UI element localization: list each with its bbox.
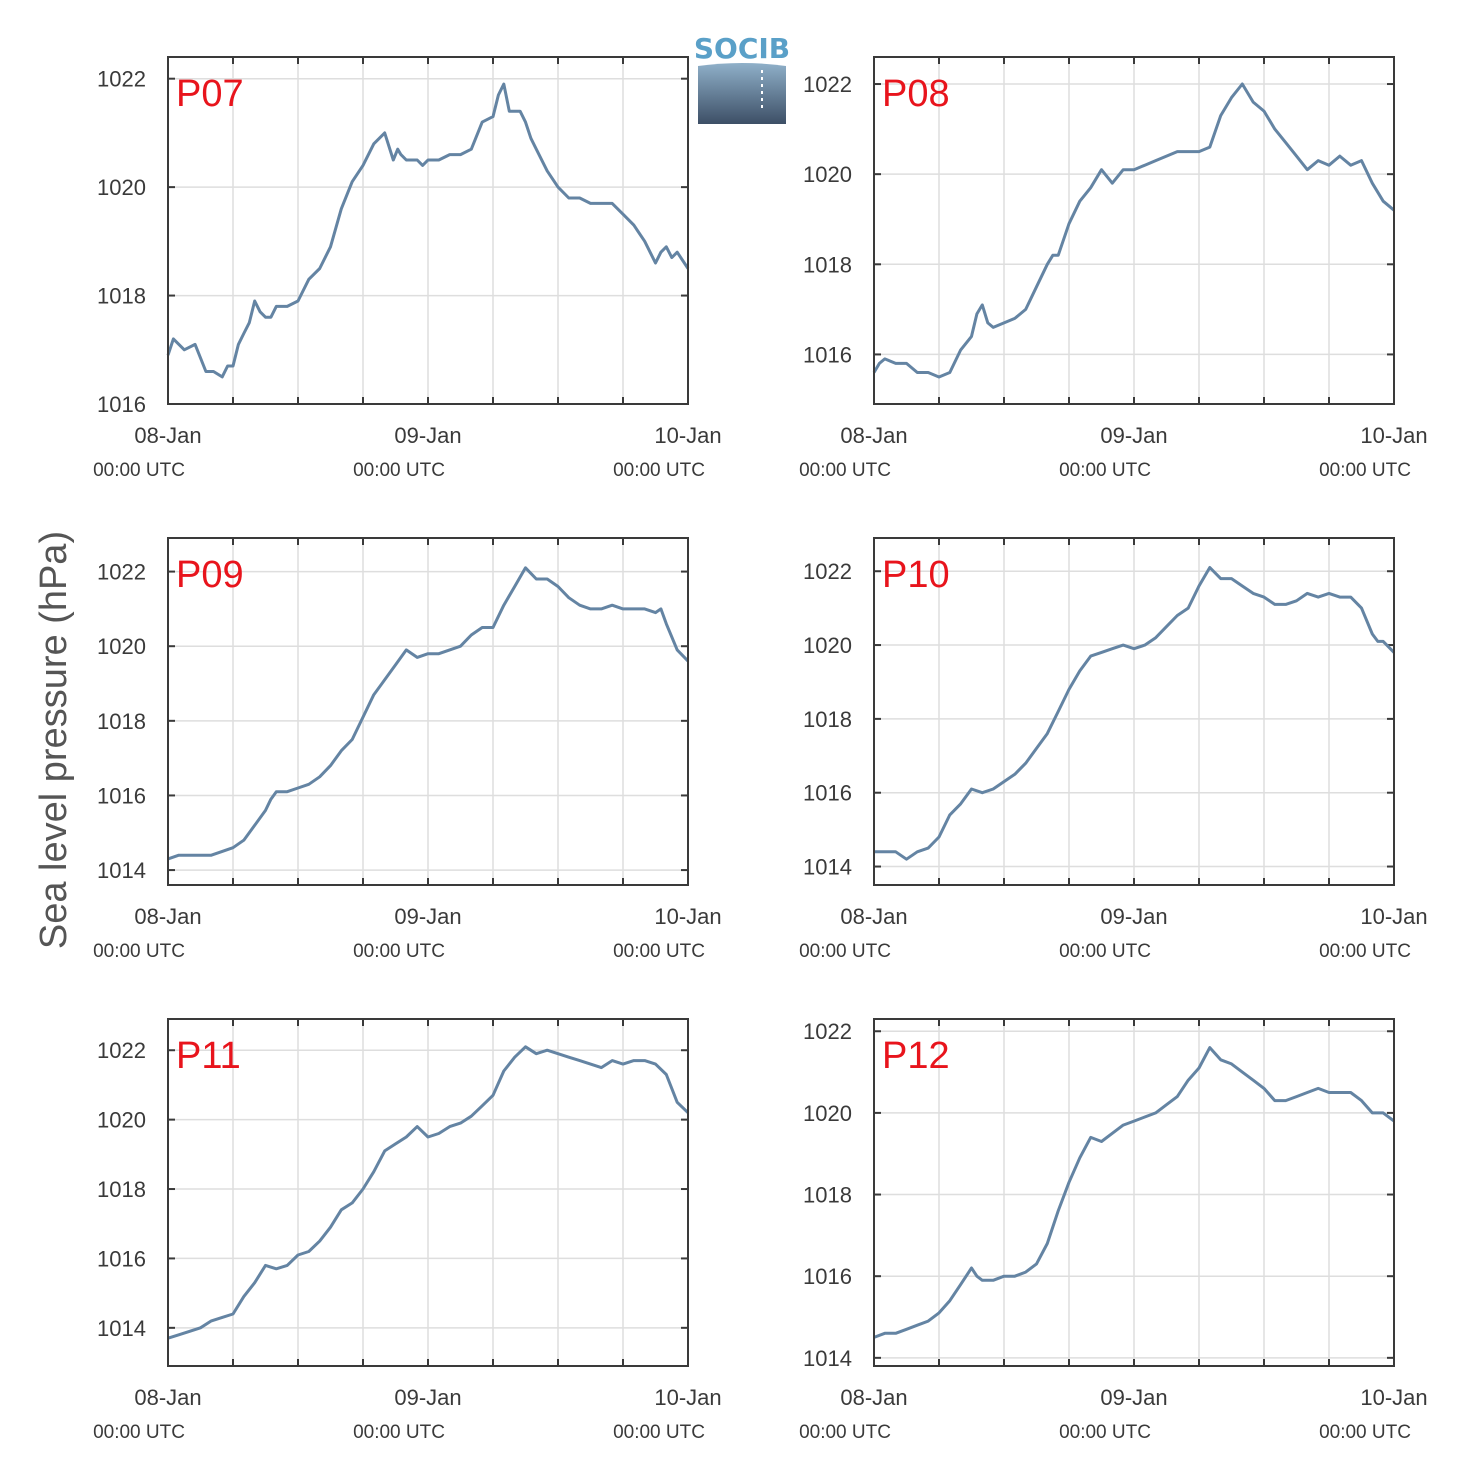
x-tick-label: 09-Jan [1100,423,1167,448]
x-tick-sublabel: 00:00 UTC [613,941,705,962]
x-tick-sublabel: 00:00 UTC [93,1422,185,1443]
y-tick-label: 1014 [803,1346,852,1371]
y-tick-label: 1020 [97,175,146,200]
x-tick-sublabel: 00:00 UTC [93,460,185,481]
y-tick-label: 1020 [803,162,852,187]
y-tick-label: 1020 [803,633,852,658]
plot-frame [167,1018,689,1367]
x-tick-sublabel: 00:00 UTC [93,941,185,962]
panel-label: P08 [882,73,950,115]
panel-p11: 1014 1016 1018 1020 1022 P11 08-Jan 00:00 UTC 09… [93,1018,722,1443]
y-tick-label: 1018 [803,252,852,277]
panel-p12: 1014 1016 1018 1020 1022 P12 08-Jan 00:00 UTC 09… [799,1018,1428,1443]
x-tick-label: 09-Jan [1100,1385,1167,1410]
y-tick-label: 1016 [97,1246,146,1271]
x-tick-sublabel: 00:00 UTC [353,1422,445,1443]
x-tick-label: 10-Jan [1360,904,1427,929]
panel-p09: 1014 1016 1018 1020 1022 P09 08-Jan 00:00 UTC 09… [93,537,722,962]
socib-logo-text: SOCIB [694,32,790,65]
panel-p08: 1016 1018 1020 1022 P08 08-Jan 00:00 UTC 09-Jan… [799,56,1428,481]
series-line [874,566,1396,861]
plot-frame [873,56,1395,405]
y-tick-label: 1014 [97,858,146,883]
panel-label: P07 [176,73,244,115]
y-tick-label: 1018 [803,1183,852,1208]
x-tick-label: 08-Jan [840,423,907,448]
y-tick-label: 1022 [97,67,146,92]
x-tick-sublabel: 00:00 UTC [353,941,445,962]
x-tick-sublabel: 00:00 UTC [613,1422,705,1443]
panel-p07: 1016 1018 1020 1022 P07 08-Jan 00:00 UTC 09-Jan… [93,56,722,481]
y-tick-label: 1014 [97,1316,146,1341]
x-tick-label: 09-Jan [394,423,461,448]
x-tick-label: 09-Jan [394,1385,461,1410]
x-tick-sublabel: 00:00 UTC [353,460,445,481]
socib-logo-emblem [698,63,786,124]
x-tick-label: 08-Jan [840,1385,907,1410]
x-tick-label: 08-Jan [134,904,201,929]
x-tick-sublabel: 00:00 UTC [1059,1422,1151,1443]
y-tick-label: 1018 [97,709,146,734]
plot-frame [873,1018,1395,1367]
y-tick-label: 1022 [97,1038,146,1063]
x-tick-label: 09-Jan [1100,904,1167,929]
y-tick-label: 1016 [803,342,852,367]
plot-frame [873,537,1395,886]
x-tick-label: 10-Jan [1360,423,1427,448]
x-tick-sublabel: 00:00 UTC [799,941,891,962]
y-tick-label: 1016 [97,783,146,808]
x-tick-label: 10-Jan [654,423,721,448]
y-tick-label: 1018 [97,1177,146,1202]
y-tick-label: 1020 [803,1101,852,1126]
series-line [872,82,1395,379]
series-line [167,1045,690,1340]
panel-label: P12 [882,1035,950,1077]
y-tick-label: 1022 [803,1019,852,1044]
series-line [166,82,690,379]
y-tick-label: 1020 [97,1108,146,1133]
y-tick-label: 1014 [803,855,852,880]
x-tick-label: 08-Jan [134,423,201,448]
x-tick-label: 08-Jan [840,904,907,929]
y-tick-label: 1018 [803,707,852,732]
panel-label: P10 [882,554,950,596]
plot-frame [167,537,689,886]
y-axis-label: Sea level pressure (hPa) [33,531,75,949]
x-tick-label: 10-Jan [654,904,721,929]
x-tick-sublabel: 00:00 UTC [1319,1422,1411,1443]
y-tick-label: 1022 [803,559,852,584]
x-tick-label: 09-Jan [394,904,461,929]
y-tick-label: 1020 [97,634,146,659]
x-tick-sublabel: 00:00 UTC [1059,460,1151,481]
y-tick-label: 1016 [97,392,146,417]
panel-label: P11 [176,1035,241,1077]
y-tick-label: 1018 [97,284,146,309]
x-tick-sublabel: 00:00 UTC [613,460,705,481]
x-tick-sublabel: 00:00 UTC [1319,460,1411,481]
x-tick-sublabel: 00:00 UTC [799,460,891,481]
x-tick-label: 10-Jan [1360,1385,1427,1410]
plot-frame [167,56,689,405]
socib-logo: SOCIB [694,32,790,124]
x-tick-sublabel: 00:00 UTC [799,1422,891,1443]
x-tick-label: 08-Jan [134,1385,201,1410]
panel-p10: 1014 1016 1018 1020 1022 P10 08-Jan 00:00 UTC 09… [799,537,1428,962]
panels-group: 1016 1018 1020 1022 P07 08-Jan 00:00 UTC 09-Jan… [93,56,1428,1443]
x-tick-label: 10-Jan [654,1385,721,1410]
y-tick-label: 1016 [803,1264,852,1289]
panel-label: P09 [176,554,244,596]
series-line [873,1046,1395,1339]
y-tick-label: 1022 [97,560,146,585]
x-tick-sublabel: 00:00 UTC [1319,941,1411,962]
y-tick-label: 1016 [803,781,852,806]
y-tick-label: 1022 [803,72,852,97]
x-tick-sublabel: 00:00 UTC [1059,941,1151,962]
series-line [167,566,690,861]
